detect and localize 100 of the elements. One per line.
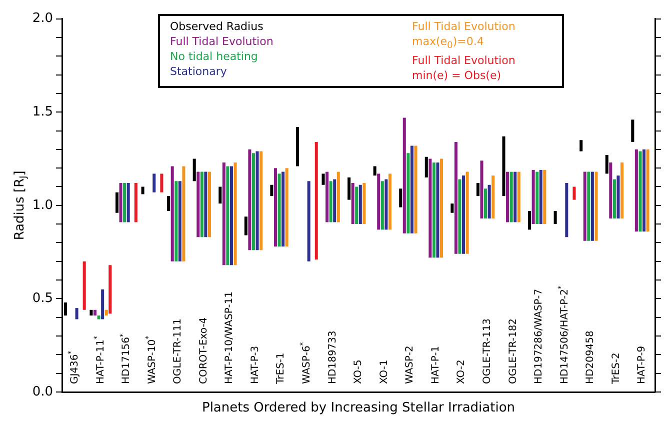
y-tick-label: 1.5: [32, 104, 53, 120]
bar: [454, 142, 458, 254]
bar: [141, 186, 144, 194]
bar: [506, 172, 510, 222]
bar: [543, 170, 546, 224]
x-tick-label: COROT-Exo-4: [198, 317, 210, 384]
bar: [260, 151, 263, 250]
bar: [580, 140, 583, 152]
text: Full Tidal Evolution min(e) = Obs(e): [412, 53, 516, 84]
bar: [406, 153, 410, 234]
bar: [355, 186, 358, 224]
x-tick-label: OGLE-TR-113: [482, 318, 494, 384]
bar: [119, 183, 122, 222]
x-tick-label: HD189733: [327, 330, 338, 384]
bar: [480, 160, 484, 218]
bar: [528, 211, 532, 230]
bar: [362, 183, 366, 224]
bar: [218, 186, 222, 204]
bar: [314, 142, 318, 260]
bar: [234, 162, 237, 266]
bar: [565, 183, 568, 238]
bar: [642, 149, 646, 232]
x-tick-label: TrES-2: [610, 352, 622, 385]
bar: [108, 265, 112, 314]
bar: [322, 174, 325, 185]
bar: [152, 174, 156, 192]
bar: [244, 216, 248, 236]
bar: [93, 310, 97, 316]
bar: [336, 172, 340, 222]
bar: [296, 127, 299, 166]
bar: [510, 172, 513, 222]
bar: [126, 183, 130, 222]
y-tick-label: 1.0: [32, 198, 53, 213]
bar: [583, 172, 586, 241]
bar: [458, 179, 462, 254]
bar: [222, 162, 226, 266]
text: No tidal heating: [170, 49, 259, 64]
bar: [170, 166, 174, 262]
bar: [200, 172, 204, 238]
bar: [178, 181, 182, 262]
bar: [90, 310, 93, 316]
bar: [517, 172, 520, 222]
bar: [230, 166, 233, 266]
x-tick-label: HAT-P-1: [430, 346, 442, 384]
bar: [101, 289, 104, 320]
x-tick-label: HD197286/WASP-7: [534, 288, 545, 384]
x-tick-label: WASP-2: [404, 346, 416, 384]
bar: [554, 211, 557, 224]
bar: [248, 149, 252, 250]
bar: [612, 179, 616, 218]
bar: [424, 156, 428, 178]
bar: [208, 172, 211, 238]
bar: [384, 179, 388, 230]
bar: [428, 158, 432, 258]
x-tick-label: HD209458: [585, 330, 596, 384]
bar: [182, 166, 186, 262]
bar: [502, 136, 506, 196]
bar: [476, 183, 480, 196]
bar: [285, 168, 288, 246]
bar: [572, 186, 576, 200]
bar: [115, 192, 119, 213]
bar: [307, 181, 310, 262]
bar: [462, 176, 466, 254]
y-tick-label: 0.0: [32, 384, 53, 400]
bar: [539, 170, 542, 224]
text: Full Tidal Evolution: [170, 34, 274, 49]
bar: [388, 174, 392, 230]
x-tick-label: OGLE-TR-111: [172, 318, 184, 384]
bar: [174, 181, 178, 262]
bar: [278, 174, 281, 246]
bar: [414, 146, 418, 234]
x-tick-label: HAT-P-10/WASP-11: [224, 291, 236, 384]
bar: [252, 153, 255, 250]
bar: [226, 166, 230, 266]
bar: [134, 183, 138, 222]
bar: [594, 172, 598, 241]
text: Observed Radius: [170, 19, 264, 34]
bar: [488, 184, 491, 218]
bar: [270, 184, 274, 196]
x-tick-label: TrES-1: [276, 352, 287, 385]
bar: [616, 176, 620, 218]
bar: [380, 181, 384, 230]
bar: [348, 177, 351, 200]
bar: [160, 174, 164, 192]
bar: [646, 149, 650, 232]
bar: [123, 183, 126, 222]
y-tick-label: 0.5: [32, 291, 53, 306]
bar: [351, 183, 354, 224]
bar: [432, 162, 436, 258]
bar: [436, 162, 440, 258]
bar: [75, 308, 78, 320]
x-tick-label: XO-5: [353, 360, 364, 384]
bar: [82, 261, 86, 310]
bar: [492, 176, 495, 218]
y-axis-title: Radius [RJ]: [12, 170, 30, 240]
bar: [410, 146, 414, 234]
bar: [514, 172, 517, 222]
bar: [590, 172, 594, 241]
bar: [450, 204, 454, 213]
bar: [333, 179, 336, 222]
